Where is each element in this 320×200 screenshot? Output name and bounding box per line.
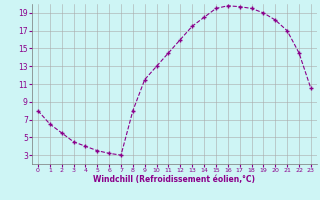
X-axis label: Windchill (Refroidissement éolien,°C): Windchill (Refroidissement éolien,°C) (93, 175, 255, 184)
